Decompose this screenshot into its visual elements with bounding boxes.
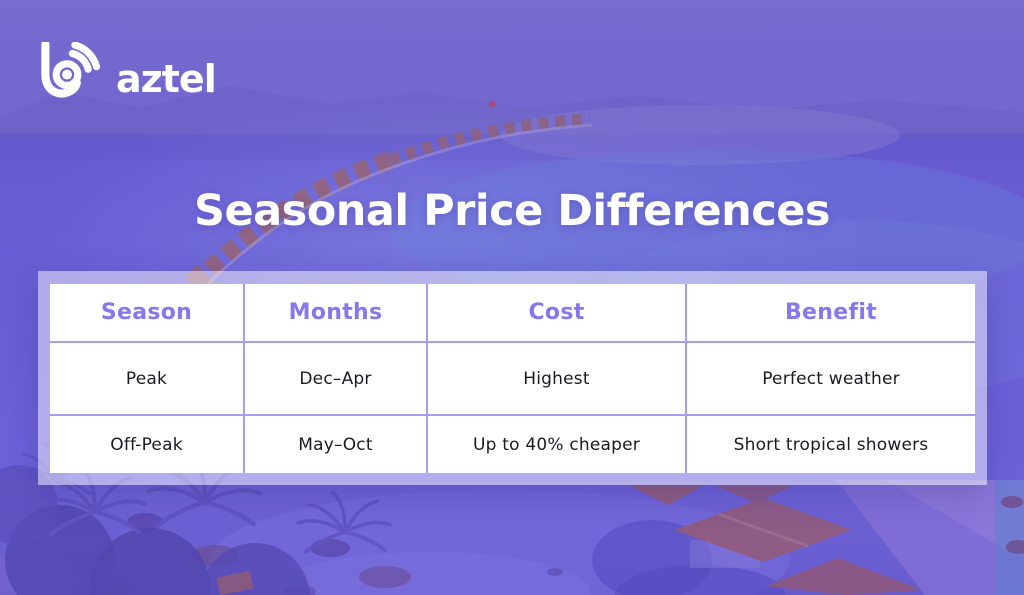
table-cell-offpeak-cost: Up to 40% cheaper [428, 416, 685, 473]
beach-villas [592, 480, 1024, 595]
brand-logo: aztel [40, 42, 217, 101]
table-header-season: Season [50, 284, 243, 341]
price-table: Season Months Cost Benefit Peak Dec–Apr … [50, 284, 975, 473]
brand-wordmark: aztel [116, 57, 217, 101]
table-cell-peak-months: Dec–Apr [245, 343, 426, 414]
table-header-cost: Cost [428, 284, 685, 341]
table-cell-offpeak-months: May–Oct [245, 416, 426, 473]
table-header-benefit: Benefit [687, 284, 975, 341]
top-haze [0, 0, 1024, 160]
table-cell-offpeak-season: Off-Peak [50, 416, 243, 473]
table-cell-peak-season: Peak [50, 343, 243, 414]
page-title: Seasonal Price Differences [194, 186, 830, 236]
palm-trees [0, 441, 392, 595]
table-cell-peak-cost: Highest [428, 343, 685, 414]
table-cell-peak-benefit: Perfect weather [687, 343, 975, 414]
table-cell-offpeak-benefit: Short tropical showers [687, 416, 975, 473]
table-frame: Season Months Cost Benefit Peak Dec–Apr … [38, 271, 987, 485]
table-header-months: Months [245, 284, 426, 341]
baztel-broadcast-b-icon [41, 42, 101, 98]
